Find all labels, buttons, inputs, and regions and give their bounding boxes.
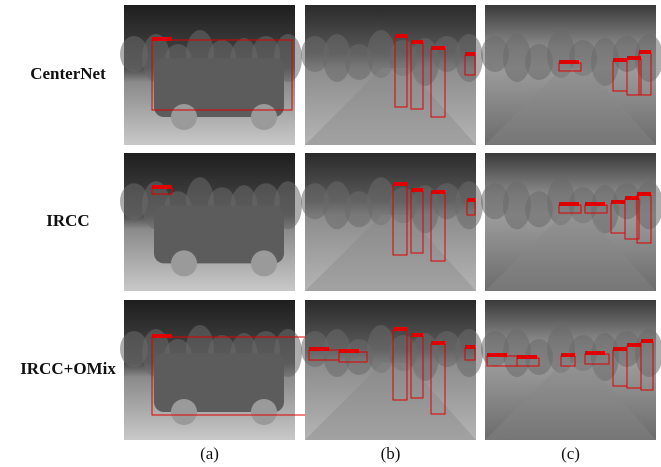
column-label: (b) bbox=[381, 444, 401, 463]
detection-tag bbox=[465, 52, 475, 56]
wheel bbox=[171, 250, 197, 276]
infrared-image bbox=[301, 153, 483, 291]
detection-tag bbox=[411, 40, 423, 44]
detection-tag bbox=[561, 353, 575, 357]
detection-tag bbox=[411, 333, 423, 337]
wheel bbox=[171, 399, 197, 425]
detection-tag bbox=[467, 198, 475, 202]
detection-tag bbox=[393, 182, 407, 186]
detection-tag bbox=[152, 334, 172, 338]
row-label: CenterNet bbox=[30, 64, 106, 83]
detection-tag bbox=[627, 343, 641, 347]
infrared-image bbox=[301, 300, 483, 440]
detection-tag bbox=[585, 351, 605, 355]
detection-tag bbox=[431, 46, 445, 50]
foliage bbox=[455, 181, 483, 229]
detection-tag bbox=[611, 200, 625, 204]
detection-tag bbox=[465, 345, 475, 349]
wheel bbox=[171, 104, 197, 130]
detection-tag bbox=[585, 202, 605, 206]
detection-tag bbox=[517, 355, 537, 359]
detection-tag bbox=[411, 188, 423, 192]
detection-tag bbox=[559, 202, 579, 206]
detection-tag bbox=[431, 341, 445, 345]
wheel bbox=[251, 399, 277, 425]
figure: CenterNet IRCC IRCC+OMix (a) (b) (c) bbox=[0, 0, 661, 467]
detection-tag bbox=[339, 349, 359, 353]
column-label: (a) bbox=[200, 444, 219, 463]
detection-tag bbox=[431, 190, 445, 194]
detection-tag bbox=[613, 347, 627, 351]
detection-tag bbox=[152, 37, 172, 41]
detection-tag bbox=[393, 327, 407, 331]
infrared-image bbox=[120, 5, 302, 145]
infrared-image bbox=[481, 153, 661, 291]
row-label: IRCC bbox=[46, 211, 89, 230]
detection-tag bbox=[637, 192, 651, 196]
detection-tag bbox=[309, 347, 329, 351]
infrared-image bbox=[481, 300, 661, 440]
detection-tag bbox=[487, 353, 507, 357]
infrared-image bbox=[481, 5, 661, 145]
detection-tag bbox=[395, 34, 407, 38]
infrared-image bbox=[120, 153, 302, 291]
wheel bbox=[251, 104, 277, 130]
infrared-image bbox=[301, 5, 483, 145]
page: CenterNetIRCCIRCC+OMix(a)(b)(c) (() => {… bbox=[0, 0, 661, 467]
detection-tag bbox=[613, 58, 627, 62]
wheel bbox=[251, 250, 277, 276]
column-label: (c) bbox=[561, 444, 580, 463]
detection-tag bbox=[639, 50, 651, 54]
detection-tag bbox=[152, 185, 172, 189]
detection-tag bbox=[641, 339, 653, 343]
foliage bbox=[455, 329, 483, 377]
infrared-image bbox=[120, 300, 312, 440]
row-label: IRCC+OMix bbox=[20, 359, 116, 378]
detection-tag bbox=[559, 60, 579, 64]
